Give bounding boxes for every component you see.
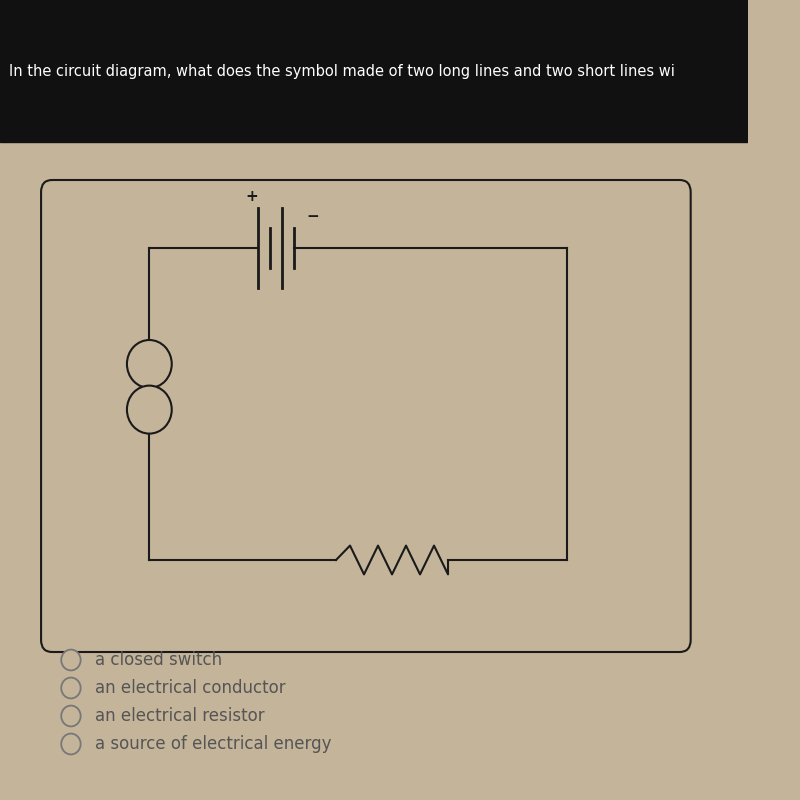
Circle shape <box>127 340 172 388</box>
Text: a closed switch: a closed switch <box>95 651 222 669</box>
Circle shape <box>62 734 81 754</box>
Text: −: − <box>306 209 319 224</box>
Circle shape <box>62 678 81 698</box>
Text: In the circuit diagram, what does the symbol made of two long lines and two shor: In the circuit diagram, what does the sy… <box>9 64 675 78</box>
Circle shape <box>62 706 81 726</box>
Circle shape <box>62 650 81 670</box>
Text: a source of electrical energy: a source of electrical energy <box>95 735 331 753</box>
Text: an electrical resistor: an electrical resistor <box>95 707 265 725</box>
Text: an electrical conductor: an electrical conductor <box>95 679 286 697</box>
FancyBboxPatch shape <box>41 180 690 652</box>
Circle shape <box>127 386 172 434</box>
Text: +: + <box>246 189 258 204</box>
